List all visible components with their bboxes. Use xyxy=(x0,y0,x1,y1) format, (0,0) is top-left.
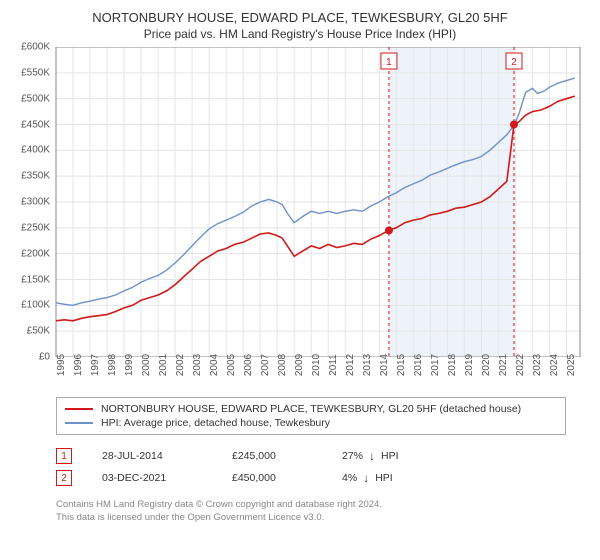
x-tick-label: 2019 xyxy=(464,354,475,376)
marker-diff-vs: HPI xyxy=(375,472,393,484)
y-tick-label: £0 xyxy=(39,352,50,363)
legend-swatch xyxy=(65,408,93,410)
y-tick-label: £150K xyxy=(21,274,50,285)
x-tick-label: 1996 xyxy=(73,354,84,376)
x-tick-label: 1995 xyxy=(56,354,67,376)
x-tick-label: 2004 xyxy=(209,354,220,376)
x-tick-label: 1999 xyxy=(124,354,135,376)
x-tick-label: 1997 xyxy=(90,354,101,376)
x-tick-label: 2014 xyxy=(379,354,390,376)
marker-table: 128-JUL-2014£245,00027%↓HPI203-DEC-2021£… xyxy=(56,445,566,489)
y-tick-label: £300K xyxy=(21,197,50,208)
legend-item: NORTONBURY HOUSE, EDWARD PLACE, TEWKESBU… xyxy=(65,402,557,416)
footer-line-1: Contains HM Land Registry data © Crown c… xyxy=(56,499,590,512)
marker-badge: 2 xyxy=(56,470,72,486)
marker-diff-pct: 27% xyxy=(342,450,363,462)
y-tick-label: £400K xyxy=(21,145,50,156)
x-tick-label: 2003 xyxy=(192,354,203,376)
chart-title: NORTONBURY HOUSE, EDWARD PLACE, TEWKESBU… xyxy=(10,10,590,25)
footer-line-2: This data is licensed under the Open Gov… xyxy=(56,512,590,525)
marker-diff: 4% ↓ HPI xyxy=(342,472,393,484)
x-tick-label: 2024 xyxy=(549,354,560,376)
legend: NORTONBURY HOUSE, EDWARD PLACE, TEWKESBU… xyxy=(56,397,566,435)
y-tick-label: £550K xyxy=(21,67,50,78)
svg-text:2: 2 xyxy=(511,57,517,68)
x-tick-label: 2012 xyxy=(345,354,356,376)
x-tick-label: 2013 xyxy=(362,354,373,376)
line-chart-svg: 12 xyxy=(10,47,590,357)
y-tick-label: £350K xyxy=(21,171,50,182)
x-tick-label: 1998 xyxy=(107,354,118,376)
x-tick-label: 2007 xyxy=(260,354,271,376)
svg-text:1: 1 xyxy=(386,57,392,68)
marker-price: £245,000 xyxy=(232,450,342,462)
legend-swatch xyxy=(65,422,93,424)
y-tick-label: £50K xyxy=(27,326,50,337)
legend-item: HPI: Average price, detached house, Tewk… xyxy=(65,416,557,430)
legend-label: HPI: Average price, detached house, Tewk… xyxy=(101,417,330,429)
x-tick-label: 2005 xyxy=(226,354,237,376)
x-tick-label: 2011 xyxy=(328,354,339,376)
arrow-down-icon: ↓ xyxy=(369,450,375,462)
legend-label: NORTONBURY HOUSE, EDWARD PLACE, TEWKESBU… xyxy=(101,403,521,415)
marker-date: 03-DEC-2021 xyxy=(102,472,232,484)
y-tick-label: £600K xyxy=(21,42,50,53)
marker-diff-pct: 4% xyxy=(342,472,357,484)
x-tick-label: 2021 xyxy=(498,354,509,376)
x-tick-label: 2022 xyxy=(515,354,526,376)
x-tick-label: 2015 xyxy=(396,354,407,376)
x-tick-label: 2023 xyxy=(532,354,543,376)
x-tick-label: 2017 xyxy=(430,354,441,376)
x-tick-label: 2020 xyxy=(481,354,492,376)
marker-row: 2 03-DEC-2021£450,0004% ↓ HPI xyxy=(56,467,566,489)
y-tick-label: £250K xyxy=(21,222,50,233)
marker-badge: 1 xyxy=(56,448,72,464)
x-tick-label: 2016 xyxy=(413,354,424,376)
y-tick-label: £500K xyxy=(21,93,50,104)
x-tick-label: 2006 xyxy=(243,354,254,376)
marker-diff: 27% ↓ HPI xyxy=(342,450,399,462)
marker-price: £450,000 xyxy=(232,472,342,484)
y-tick-label: £100K xyxy=(21,300,50,311)
plot-area: 12 £0£50K£100K£150K£200K£250K£300K£350K£… xyxy=(10,47,590,387)
x-tick-label: 2018 xyxy=(447,354,458,376)
x-tick-label: 2009 xyxy=(294,354,305,376)
arrow-down-icon: ↓ xyxy=(363,472,369,484)
marker-date: 28-JUL-2014 xyxy=(102,450,232,462)
marker-diff-vs: HPI xyxy=(381,450,399,462)
chart-container: NORTONBURY HOUSE, EDWARD PLACE, TEWKESBU… xyxy=(0,0,600,531)
x-tick-label: 2008 xyxy=(277,354,288,376)
x-tick-label: 2000 xyxy=(141,354,152,376)
footer-attribution: Contains HM Land Registry data © Crown c… xyxy=(56,499,590,525)
y-tick-label: £200K xyxy=(21,248,50,259)
x-tick-label: 2002 xyxy=(175,354,186,376)
x-tick-label: 2010 xyxy=(311,354,322,376)
x-tick-label: 2001 xyxy=(158,354,169,376)
y-tick-label: £450K xyxy=(21,119,50,130)
x-tick-label: 2025 xyxy=(566,354,577,376)
marker-row: 1 28-JUL-2014£245,00027% ↓ HPI xyxy=(56,445,566,467)
chart-subtitle: Price paid vs. HM Land Registry's House … xyxy=(10,27,590,41)
